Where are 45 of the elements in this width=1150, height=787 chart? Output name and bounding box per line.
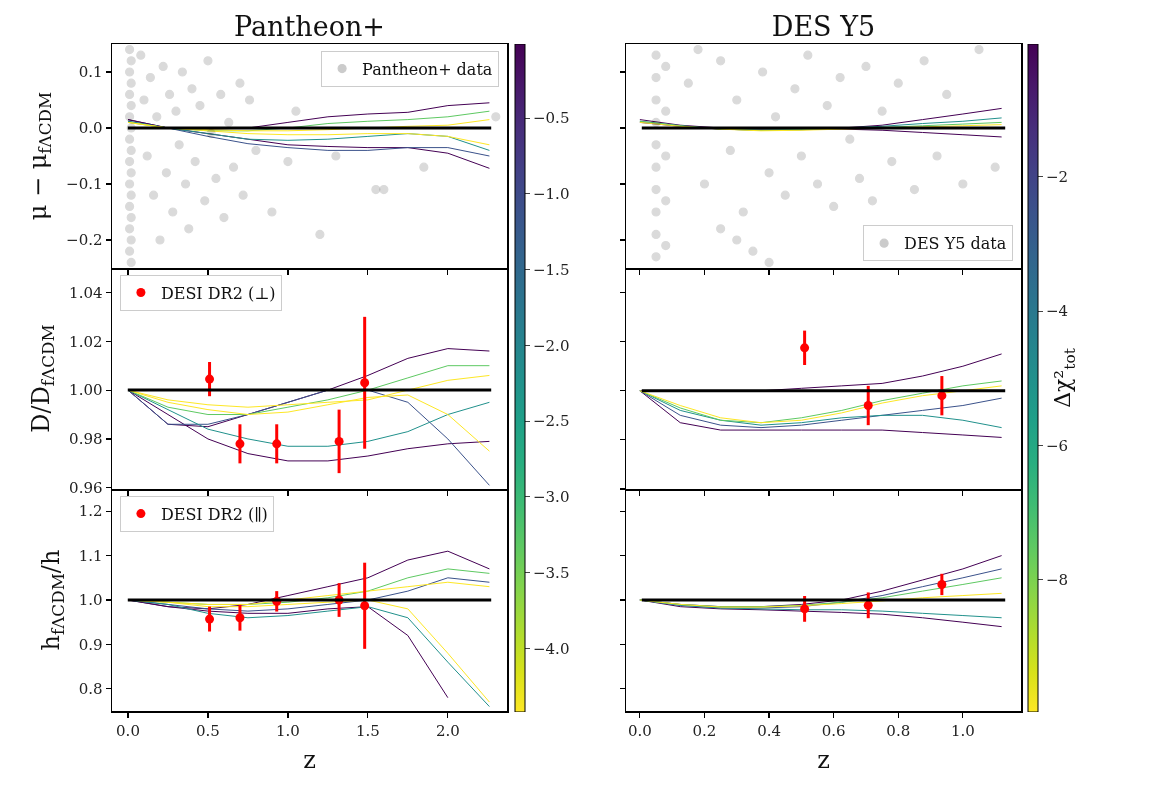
color-bar-label: −2 (1046, 168, 1069, 187)
x-tick-label: 0.0 (116, 721, 140, 740)
color-bar-label: −8 (1046, 570, 1069, 589)
y-tick-label: 1.0 (78, 591, 103, 610)
y-tick-label: 1.04 (69, 283, 103, 302)
y-tick-label: −0.2 (66, 231, 103, 250)
color-bar-label: −3.5 (533, 563, 570, 582)
y-tick-label: 0.0 (78, 119, 103, 138)
y-tick-label: 0.9 (78, 635, 103, 654)
legend-label: DESI DR2 (⊥) (160, 283, 276, 303)
chart-title: DES Y5 (771, 11, 876, 42)
x-tick-label: 1.0 (950, 721, 975, 740)
y-tick-label: 0.8 (78, 680, 103, 699)
x-axis-title: z (303, 745, 316, 774)
color-bar-label: −0.5 (533, 109, 570, 128)
y-tick-label: 1.02 (69, 332, 103, 351)
x-tick-label: 0.8 (886, 721, 911, 740)
color-bar-label: −4 (1046, 302, 1069, 321)
legend-label: DESI DR2 (∥) (160, 504, 268, 524)
y-tick-label: 1.2 (78, 502, 103, 521)
x-tick-label: 0.4 (757, 721, 782, 740)
x-tick-label: 2.0 (435, 721, 460, 740)
legend-label: DES Y5 data (904, 234, 1007, 254)
x-axis-title: z (817, 745, 830, 774)
color-bar-label: −3.0 (533, 488, 570, 507)
x-tick-label: 0.5 (196, 721, 220, 740)
color-bar-label: −1.5 (533, 260, 570, 279)
color-bar-label: −2.5 (533, 412, 570, 431)
legend-label: Pantheon+ data (362, 59, 493, 79)
x-tick-label: 0.0 (627, 721, 652, 740)
x-tick-label: 1.0 (275, 721, 300, 740)
chart-title: Pantheon+ (234, 11, 385, 42)
color-bar-label: −1.0 (533, 185, 570, 204)
y-tick-label: 1.1 (78, 546, 103, 565)
y-tick-label: 0.96 (69, 479, 103, 498)
y-tick-label: −0.1 (66, 175, 103, 194)
x-tick-label: 0.6 (821, 721, 846, 740)
color-bar-label: −2.0 (533, 336, 570, 355)
y-tick-label: 0.98 (69, 430, 103, 449)
color-bar-label: −6 (1046, 436, 1069, 455)
x-tick-label: 0.2 (692, 721, 717, 740)
y-tick-label: 1.00 (69, 381, 103, 400)
x-tick-label: 1.5 (355, 721, 380, 740)
y-tick-label: 0.1 (78, 63, 103, 82)
color-bar-label: −4.0 (533, 639, 570, 658)
